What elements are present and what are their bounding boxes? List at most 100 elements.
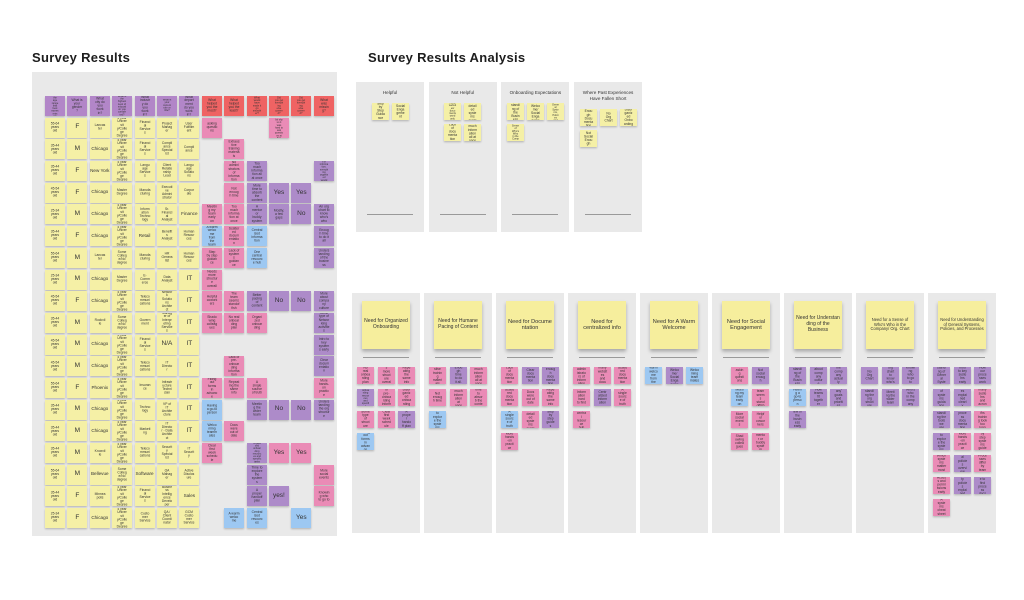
survey-answer-note[interactable]: 4 year Universit y/College Degree: [112, 443, 133, 463]
analysis-note[interactable]: Company goals and priorities: [830, 389, 847, 406]
survey-answer-note[interactable]: Information Technology: [134, 204, 155, 225]
survey-response-note[interactable]: Centralized information: [246, 226, 267, 247]
frame-need-for-docume-ntation[interactable]: Need for Docume ntation Lack of documenta…: [496, 293, 564, 533]
survey-question-note[interactable]: What is the highest level of education y…: [112, 96, 133, 116]
analysis-note[interactable]: Understanding of the Business: [789, 367, 806, 384]
analysis-note[interactable]: Not enough documentation: [542, 367, 559, 384]
analysis-note[interactable]: A systems cheat sheet: [933, 499, 950, 516]
theme-header-note[interactable]: Need for Organized Onboarding: [362, 301, 410, 349]
survey-answer-note[interactable]: E-Commerce: [134, 269, 155, 290]
survey-answer-note[interactable]: Business Intelligence Developer: [156, 486, 177, 507]
survey-answer-note[interactable]: Customer Service: [134, 508, 155, 529]
analysis-note[interactable]: Lack of documentation: [501, 367, 518, 384]
survey-answer-note[interactable]: Chicago: [89, 182, 110, 203]
survey-answer-note[interactable]: 4 year Universit y/College Degree: [112, 508, 133, 529]
survey-answer-note[interactable]: IT Security: [179, 443, 200, 463]
survey-answer-note[interactable]: 4 year Universit y/College Degree: [112, 421, 133, 442]
survey-answer-note[interactable]: Technology: [134, 399, 155, 420]
survey-answer-note[interactable]: 4 year Universit y/College Degree: [112, 161, 133, 182]
survey-response-note[interactable]: A warm welcome: [224, 508, 245, 529]
frame-need-for-humane-pacing-of-content[interactable]: Need for Humane Pacing of Content Exhaust…: [424, 293, 492, 533]
survey-response-note[interactable]: Helpful coworkers: [201, 291, 222, 312]
analysis-note[interactable]: Welcoming teammates: [686, 367, 703, 384]
survey-answer-note[interactable]: M: [67, 334, 88, 355]
survey-answer-note[interactable]: Phoenix: [89, 377, 110, 398]
survey-response-note[interactable]: Too much information all at once: [246, 161, 267, 182]
survey-answer-note[interactable]: F: [67, 117, 88, 138]
analysis-note[interactable]: One central resource hub: [573, 411, 590, 428]
survey-answer-note[interactable]: 45-54 years old: [45, 334, 65, 355]
analysis-note[interactable]: Time to explore the systems: [429, 411, 446, 428]
survey-answer-note[interactable]: M: [67, 443, 88, 463]
survey-answer-note[interactable]: Some College/No degree: [112, 247, 133, 268]
survey-response-note[interactable]: Shadowing colleagues: [201, 312, 222, 333]
survey-answer-note[interactable]: Telecommunications: [134, 443, 155, 463]
survey-answer-note[interactable]: Bellevue: [89, 464, 110, 485]
analysis-note[interactable]: A Warm Welcome/ Social Engagement: [526, 102, 544, 120]
survey-response-note[interactable]: A single source of truth: [246, 377, 267, 398]
survey-question-note[interactable]: What would have made it go smoother?: [246, 96, 267, 116]
survey-answer-note[interactable]: IT Director - Data Architect: [156, 421, 177, 442]
survey-response-note[interactable]: No real onboarding plan: [224, 312, 245, 333]
survey-response-note[interactable]: Mostly, a few gaps: [268, 204, 289, 225]
survey-answer-note[interactable]: IT: [179, 291, 200, 312]
analysis-note[interactable]: Enough time to do it all.: [449, 367, 467, 384]
survey-answer-note[interactable]: Minneapolis: [89, 486, 110, 507]
survey-answer-note[interactable]: 35-44 years old: [45, 486, 65, 507]
survey-answer-note[interactable]: M: [67, 464, 88, 485]
survey-answer-note[interactable]: Financial Services: [134, 117, 155, 138]
analysis-note[interactable]: Policies explained clearly: [953, 389, 971, 406]
survey-answer-note[interactable]: 45-54 years old: [45, 291, 65, 312]
survey-answer-note[interactable]: IT: [179, 312, 200, 333]
analysis-note[interactable]: Shadowing colleagues: [731, 433, 748, 450]
survey-answer-note[interactable]: IT Director: [156, 356, 177, 377]
analysis-note[interactable]: What the company actually does: [830, 367, 847, 384]
analysis-note[interactable]: Step by step guides: [542, 411, 559, 428]
survey-question-note[interactable]: What helped you the most?: [201, 96, 222, 116]
analysis-note[interactable]: Time to explore the systems: [933, 433, 950, 450]
survey-response-note[interactable]: Docs were out of date: [224, 421, 245, 442]
survey-response-note[interactable]: One central resource hub: [246, 247, 267, 268]
theme-header-note[interactable]: Need for a Sense of Who's Who in the Com…: [866, 301, 914, 349]
survey-response-note[interactable]: Welcoming teammates: [201, 421, 222, 442]
survey-answer-note[interactable]: Active Disclosure: [179, 464, 200, 485]
frame-where-past-experiences-have-fallen-short[interactable]: Where Past Experiences Have Fallen Short…: [574, 82, 643, 232]
survey-answer-note[interactable]: M: [67, 247, 88, 268]
survey-answer-note[interactable]: 35-44 years old: [45, 312, 65, 333]
survey-answer-note[interactable]: 45-54 years old: [45, 356, 65, 377]
analysis-note[interactable]: Security policies explained: [953, 477, 971, 494]
survey-answer-note[interactable]: Telecommunications: [134, 291, 155, 312]
survey-question-note[interactable]: What city do you work in?: [89, 96, 110, 116]
analysis-note[interactable]: Meeting my team early on: [731, 389, 748, 406]
survey-response-note[interactable]: Better pacing of content: [246, 291, 267, 312]
survey-answer-note[interactable]: Financial Services: [134, 486, 155, 507]
survey-answer-note[interactable]: M: [67, 421, 88, 442]
survey-answer-note[interactable]: QA Manager: [156, 464, 177, 485]
survey-answer-note[interactable]: Manufacturing: [134, 247, 155, 268]
survey-answer-note[interactable]: Sr. Financial Analyst: [156, 204, 177, 225]
survey-answer-note[interactable]: Telecommunications: [134, 356, 155, 377]
analysis-note[interactable]: Not enough time: [429, 389, 446, 406]
survey-question-note[interactable]: What department do you work in?: [179, 96, 200, 116]
survey-response-note[interactable]: No: [291, 399, 312, 420]
survey-answer-note[interactable]: Chicago: [89, 291, 110, 312]
analysis-note[interactable]: Having a go-to person: [789, 389, 806, 406]
analysis-note[interactable]: General policies overview: [953, 455, 971, 472]
analysis-note[interactable]: Too much information all at once: [464, 123, 482, 141]
survey-response-note[interactable]: No: [291, 291, 312, 312]
survey-answer-note[interactable]: 55-64 years old: [45, 464, 65, 485]
analysis-note[interactable]: Disorganized Onboarding: [619, 108, 637, 126]
survey-answer-note[interactable]: 35-44 years old: [45, 421, 65, 442]
analysis-note[interactable]: No Org Chart: [861, 367, 878, 384]
analysis-note[interactable]: How our processes work: [974, 367, 991, 384]
analysis-note[interactable]: Too much information all at once: [470, 367, 487, 384]
survey-question-note[interactable]: Did you get everything else covered?: [291, 96, 312, 116]
theme-header-note[interactable]: Need for Humane Pacing of Content: [434, 301, 482, 349]
survey-response-note[interactable]: No: [268, 291, 289, 312]
analysis-note[interactable]: Processes differ by team: [974, 455, 991, 472]
survey-answer-note[interactable]: Insurance: [134, 377, 155, 398]
survey-response-note[interactable]: Meeting the wider team: [246, 399, 267, 420]
survey-answer-note[interactable]: Compliance: [179, 139, 200, 160]
analysis-note[interactable]: Repeating the same info: [398, 367, 415, 384]
survey-answer-note[interactable]: Chicago: [89, 269, 110, 290]
